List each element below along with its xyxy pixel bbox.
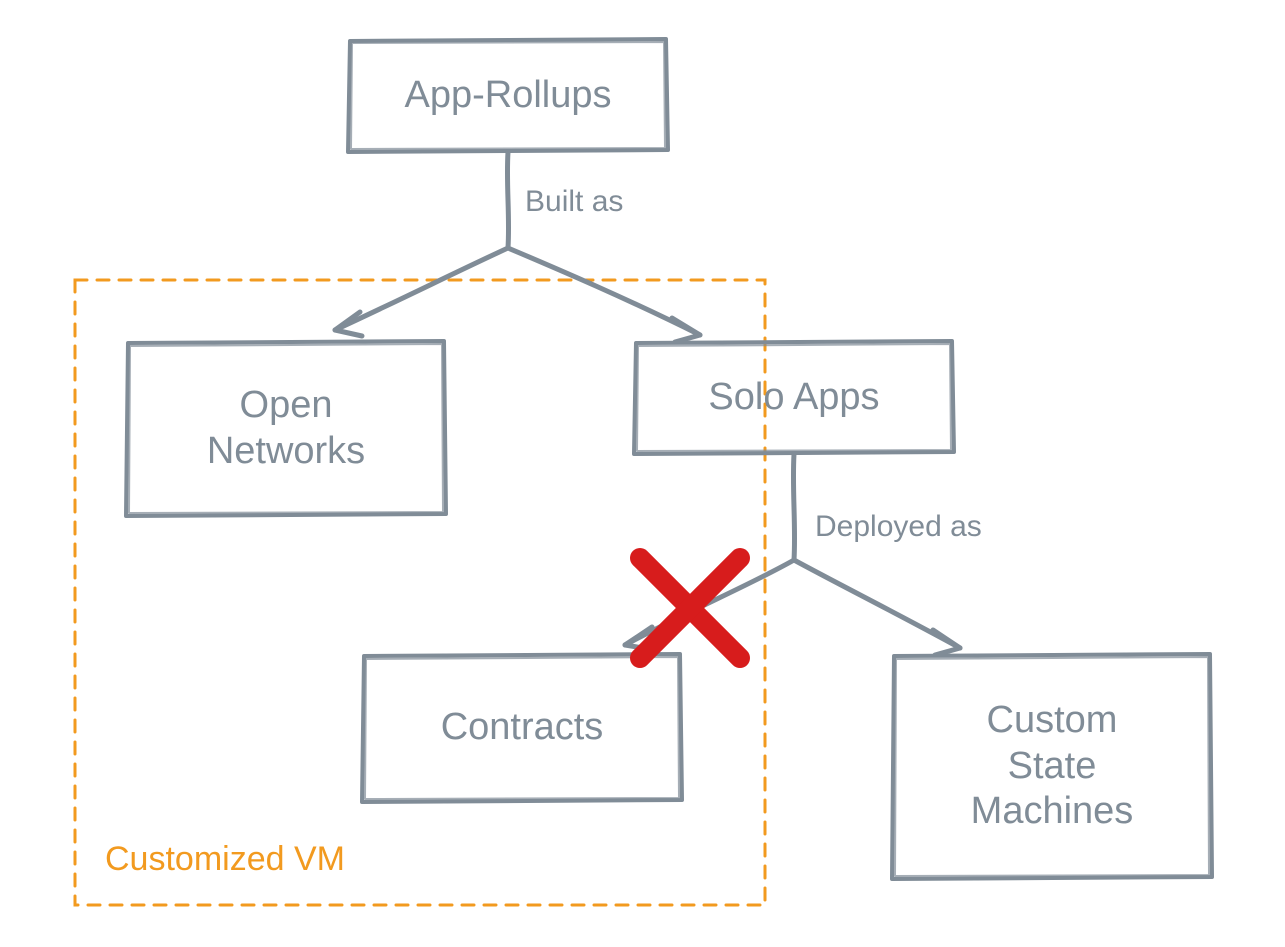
edge-to-contracts (625, 560, 794, 645)
diagram-canvas: App-Rollups Open Networks Solo Apps Cont… (0, 0, 1285, 947)
edge-to-solo-apps-arrow (672, 318, 700, 342)
node-app-rollups: App-Rollups (348, 39, 668, 152)
edge-built-as-stem (507, 152, 508, 248)
edge-built-as-label: Built as (525, 185, 623, 219)
group-customized-vm-label: Customized VM (105, 840, 345, 879)
edge-to-custom-state (794, 560, 960, 648)
node-open-networks: Open Networks (126, 341, 446, 516)
node-solo-apps: Solo Apps (634, 341, 954, 454)
node-app-rollups-label: App-Rollups (405, 73, 612, 119)
edge-deployed-as-stem (793, 454, 794, 560)
edge-deployed-as-label: Deployed as (815, 510, 982, 544)
edge-to-solo-apps (508, 248, 700, 335)
node-custom-state: Custom State Machines (892, 654, 1212, 879)
edge-to-custom-state-arrow (933, 630, 960, 655)
node-custom-state-label-3: Machines (971, 789, 1134, 835)
x-mark-icon (640, 558, 740, 658)
node-custom-state-label-2: State (971, 744, 1134, 790)
node-contracts-label: Contracts (441, 705, 604, 751)
edge-to-open-networks-arrow (335, 312, 362, 336)
node-open-networks-label-1: Open (207, 383, 365, 429)
node-open-networks-label-2: Networks (207, 429, 365, 475)
node-contracts: Contracts (362, 654, 682, 802)
node-custom-state-label-1: Custom (971, 698, 1134, 744)
edge-to-open-networks (335, 248, 508, 330)
edge-to-contracts-arrow (625, 627, 655, 650)
node-solo-apps-label: Solo Apps (708, 375, 879, 421)
